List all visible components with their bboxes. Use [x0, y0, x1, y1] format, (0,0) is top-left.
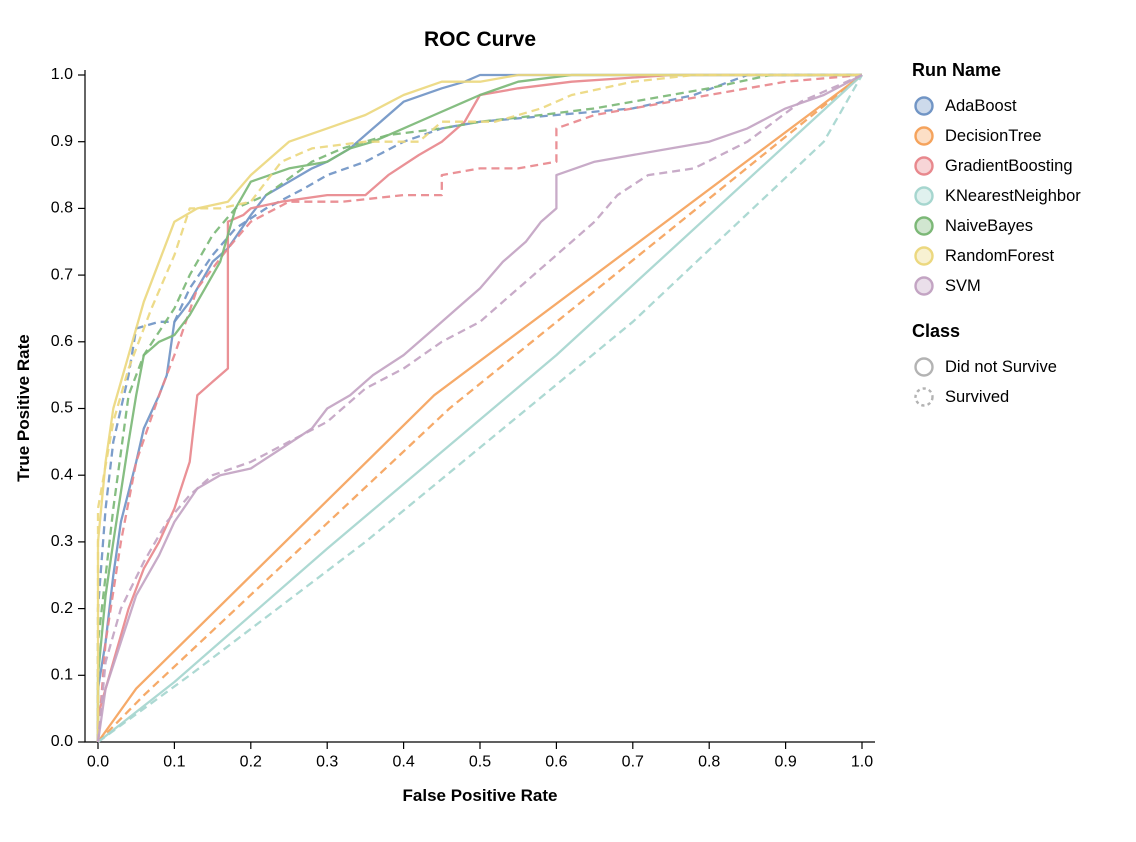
y-tick-label: 0.3: [51, 533, 73, 550]
legend-run-item-DecisionTree: DecisionTree: [912, 121, 1132, 151]
roc-line-SVM-Survived: [96, 73, 863, 743]
y-tick-label: 0.1: [51, 667, 73, 684]
y-tick-label: 0.5: [51, 400, 73, 417]
x-tick-label: 0.1: [163, 753, 185, 770]
roc-line-KNearestNeighbor-Did-not-Survive: [97, 74, 863, 743]
roc-line-NaiveBayes-Survived: [96, 73, 862, 742]
y-tick-label: 0.4: [51, 466, 73, 483]
y-axis-title: True Positive Rate: [14, 334, 33, 482]
y-tick-label: 0.6: [51, 333, 73, 350]
x-tick-label: 0.5: [469, 753, 491, 770]
legend-class-item-Survived: Survived: [912, 382, 1132, 412]
x-axis-title: False Positive Rate: [402, 786, 558, 805]
roc-line-KNearestNeighbor-Survived: [97, 74, 863, 743]
legend-class-label: Survived: [945, 387, 1010, 406]
legend-run-symbol: [914, 126, 934, 146]
legend-run-item-AdaBoost: AdaBoost: [912, 91, 1132, 121]
legend-run-label: KNearestNeighbor: [945, 186, 1081, 205]
legend-class-symbol: [914, 387, 934, 407]
legend-class-item-Did-not-Survive: Did not Survive: [912, 352, 1132, 382]
legend-run-label: AdaBoost: [945, 96, 1017, 115]
roc-line-AdaBoost-Did-not-Survive: [96, 73, 862, 742]
x-tick-label: 0.2: [240, 753, 262, 770]
legend-run-symbol: [914, 246, 934, 266]
roc-line-NaiveBayes-Did-not-Survive: [96, 73, 862, 742]
legend-run-label: DecisionTree: [945, 126, 1042, 145]
legend-run-symbol: [914, 216, 934, 236]
legend-run-item-RandomForest: RandomForest: [912, 241, 1132, 271]
legend-class-label: Did not Survive: [945, 357, 1057, 376]
legend: Run Name AdaBoost DecisionTree GradientBoo…: [912, 60, 1132, 412]
legend-run-item-SVM: SVM: [912, 271, 1132, 301]
x-tick-label: 0.0: [87, 753, 109, 770]
roc-line-AdaBoost-Survived: [96, 73, 862, 742]
legend-run-label: GradientBoosting: [945, 156, 1073, 175]
roc-line-RandomForest-Survived: [96, 73, 862, 742]
x-tick-label: 0.7: [622, 753, 644, 770]
legend-run-item-NaiveBayes: NaiveBayes: [912, 211, 1132, 241]
x-tick-label: 1.0: [851, 753, 873, 770]
y-tick-label: 0.0: [51, 733, 73, 750]
y-tick-label: 1.0: [51, 66, 73, 83]
legend-run-list: AdaBoost DecisionTree GradientBoosting KNea…: [912, 91, 1132, 301]
y-tick-label: 0.8: [51, 200, 73, 217]
x-tick-label: 0.8: [698, 753, 720, 770]
legend-run-item-GradientBoosting: GradientBoosting: [912, 151, 1132, 181]
legend-run-label: RandomForest: [945, 246, 1055, 265]
roc-line-DecisionTree-Survived: [97, 74, 863, 743]
roc-line-GradientBoosting-Survived: [96, 73, 863, 743]
legend-class-symbol: [914, 357, 934, 377]
legend-class-list: Did not Survive Survived: [912, 352, 1132, 412]
roc-line-GradientBoosting-Did-not-Survive: [96, 73, 862, 742]
y-tick-label: 0.2: [51, 600, 73, 617]
y-tick-label: 0.7: [51, 266, 73, 283]
x-tick-label: 0.6: [545, 753, 567, 770]
chart-title: ROC Curve: [423, 28, 537, 51]
legend-run-symbol: [914, 276, 934, 296]
legend-run-symbol: [914, 96, 934, 116]
roc-line-RandomForest-Did-not-Survive: [96, 73, 862, 742]
x-tick-label: 0.4: [392, 753, 414, 770]
legend-run-item-KNearestNeighbor: KNearestNeighbor: [912, 181, 1132, 211]
y-tick-label: 0.9: [51, 133, 73, 150]
legend-run-symbol: [914, 156, 934, 176]
legend-run-label: NaiveBayes: [945, 216, 1034, 235]
x-tick-label: 0.3: [316, 753, 338, 770]
legend-run-label: SVM: [945, 276, 981, 295]
roc-line-DecisionTree-Did-not-Survive: [97, 74, 863, 743]
legend-run-symbol: [914, 186, 934, 206]
legend-class-title: Class: [912, 321, 961, 341]
legend-run-title: Run Name: [912, 60, 1002, 80]
roc-line-SVM-Did-not-Survive: [96, 73, 863, 743]
x-tick-label: 0.9: [774, 753, 796, 770]
